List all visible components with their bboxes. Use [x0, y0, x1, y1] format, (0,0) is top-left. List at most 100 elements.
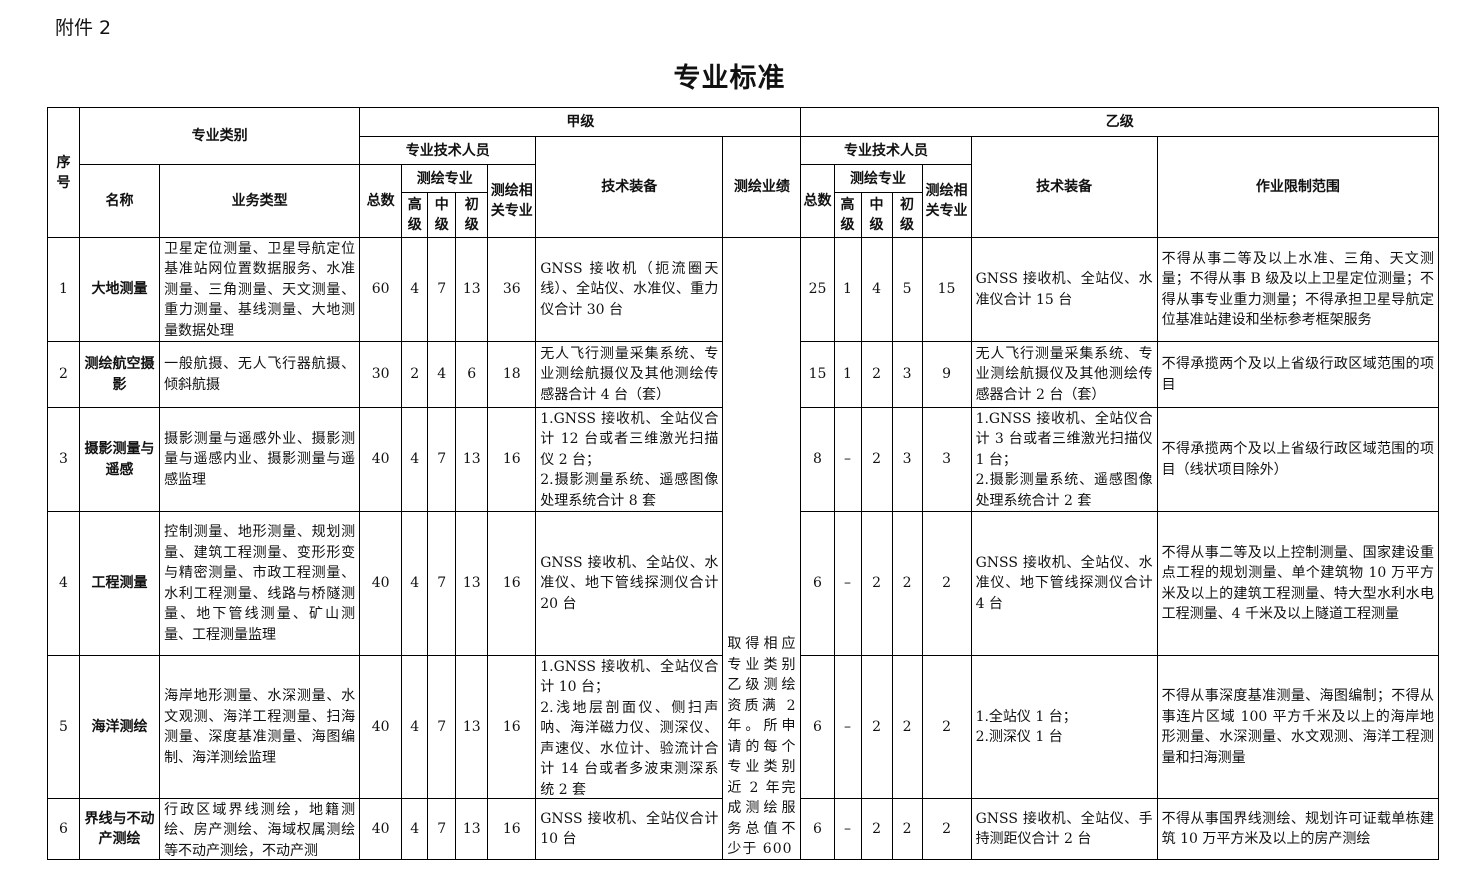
standards-table: 序号 专业类别 甲级 乙级 专业技术人员 技术装备 测绘业绩 专业技术人员 技术…: [46, 107, 1440, 860]
a-total-text: 40: [371, 575, 390, 592]
table-row: 6 界线与不动产测绘 行政区域界线测绘，地籍测绘、房产测绘、海域权属测绘等不动产测绘…: [46, 798, 1440, 860]
b-rel-text: 9: [942, 366, 952, 383]
cell-b-rel: 2: [921, 511, 972, 656]
b-mid-text: 2: [872, 820, 881, 837]
b-mid-text: 2: [872, 366, 881, 383]
a-equip-text: GNSS 接收机、全站仪合计 10 台: [540, 810, 719, 848]
cell-a-total: 60: [359, 237, 403, 342]
header-b-junior: 初级: [891, 192, 923, 238]
cell-b-low: 2: [891, 798, 923, 860]
a-total-text: 40: [371, 718, 390, 735]
b-mid-text: 4: [872, 281, 881, 298]
a-equip-text: 1.GNSS 接收机、全站仪合计 12 台或者三维激光扫描仪 2 台； 2.摄影…: [540, 410, 719, 509]
cell-a-mid: 7: [427, 407, 457, 512]
cell-b-rel: 9: [921, 341, 972, 408]
b-equip-text: 1.GNSS 接收机、全站仪合计 3 台或者三维激光扫描仪 1 台； 2.摄影测…: [975, 410, 1153, 509]
header-category: 专业类别: [79, 107, 361, 165]
b-rel-text: 2: [942, 718, 952, 735]
b-mid-text: 2: [872, 451, 881, 468]
header-a-staff: 专业技术人员: [359, 136, 537, 165]
a-mid-text: 4: [437, 366, 447, 383]
a-rel-text: 16: [502, 451, 521, 468]
cell-b-mid: 2: [860, 798, 893, 860]
business-text: 卫星定位测量、卫星导航定位基准站网位置数据服务、水准测量、三角测量、天文测量、重…: [164, 240, 356, 339]
b-rel-text: 3: [942, 451, 952, 468]
cell-business: 卫星定位测量、卫星导航定位基准站网位置数据服务、水准测量、三角测量、天文测量、重…: [159, 237, 361, 342]
cell-b-equip: GNSS 接收机、全站仪、水准仪、地下管线探测仪合计 4 台: [970, 511, 1158, 656]
cell-name: 界线与不动产测绘: [79, 798, 161, 860]
cell-a-equip: GNSS 接收机、全站仪合计 10 台: [535, 798, 724, 860]
header-a-performance: 测绘业绩: [722, 136, 802, 238]
b-equip-text: GNSS 接收机、全站仪、水准仪合计 15 台: [975, 271, 1153, 308]
a-equip-text: GNSS 接收机（扼流圈天线）、全站仪、水准仪、重力仪合计 30 台: [540, 260, 719, 318]
cell-a-total: 40: [359, 655, 403, 799]
a-equip-text: 无人飞行测量采集系统、专业测绘航摄仪及其他测绘传感器合计 4 台（套）: [540, 345, 719, 403]
a-total-text: 40: [371, 820, 390, 837]
b-total-text: 15: [808, 366, 827, 383]
header-business: 业务类型: [159, 164, 361, 238]
a-low-text: 13: [462, 451, 481, 468]
b-high-text: 1: [843, 366, 852, 383]
cell-b-equip: GNSS 接收机、全站仪、手持测距仪合计 2 台: [970, 798, 1158, 860]
attachment-label: 附件 2: [55, 17, 112, 39]
b-equip-text: 无人飞行测量采集系统、专业测绘航摄仪及其他测绘传感器合计 2 台（套）: [975, 345, 1153, 403]
cell-b-low: 5: [891, 237, 923, 342]
cell-b-equip: 1.全站仪 1 台； 2.测深仪 1 台: [970, 655, 1158, 799]
b-total-text: 25: [808, 281, 827, 298]
cell-a-total: 40: [359, 511, 403, 656]
b-low-text: 3: [902, 366, 912, 383]
cell-seq: 2: [46, 341, 81, 408]
cell-scope: 不得从事深度基准测量、海图编制；不得从事连片区域 100 平方千米及以上的海岸地…: [1156, 655, 1440, 799]
a-rel-text: 16: [502, 718, 521, 735]
performance-text: 取得相应专业类别乙级测绘资质满 2 年。所申请的每个专业类别近 2 年完成测绘服…: [727, 636, 797, 857]
a-low-text: 13: [462, 718, 481, 735]
cell-a-mid: 7: [427, 798, 457, 860]
cell-b-rel: 15: [921, 237, 972, 342]
cell-a-low: 6: [455, 341, 489, 408]
cell-b-mid: 2: [860, 655, 893, 799]
b-equip-text: GNSS 接收机、全站仪、水准仪、地下管线探测仪合计 4 台: [975, 554, 1153, 612]
cell-name: 大地测量: [79, 237, 161, 342]
cell-a-equip: GNSS 接收机（扼流圈天线）、全站仪、水准仪、重力仪合计 30 台: [535, 237, 724, 342]
seq-text: 3: [59, 451, 68, 468]
a-mid-text: 7: [437, 281, 447, 298]
b-mid-text: 2: [872, 575, 881, 592]
b-total-text: 6: [813, 718, 822, 735]
cell-b-high: –: [833, 511, 862, 656]
cell-b-equip: GNSS 接收机、全站仪、水准仪合计 15 台: [970, 237, 1158, 342]
cell-b-equip: 无人飞行测量采集系统、专业测绘航摄仪及其他测绘传感器合计 2 台（套）: [970, 341, 1158, 408]
business-text: 一般航摄、无人飞行器航摄、倾斜航摄: [164, 356, 356, 393]
cell-b-low: 2: [891, 655, 923, 799]
a-mid-text: 7: [437, 575, 447, 592]
cell-scope: 不得从事国界线测绘、规划许可证载单栋建筑 10 万平方米及以上的房产测绘: [1156, 798, 1440, 860]
name-text: 海洋测绘: [91, 718, 148, 735]
scope-text: 不得承揽两个及以上省级行政区域范围的项目: [1161, 356, 1434, 393]
a-low-text: 13: [462, 820, 481, 837]
b-rel-text: 2: [942, 575, 952, 592]
cell-b-total: 6: [800, 798, 835, 860]
cell-business: 摄影测量与遥感外业、摄影测量与遥感内业、摄影测量与遥感监理: [159, 407, 361, 512]
cell-name: 摄影测量与遥感: [79, 407, 161, 512]
a-mid-text: 7: [437, 451, 447, 468]
scope-text: 不得从事深度基准测量、海图编制；不得从事连片区域 100 平方千米及以上的海岸地…: [1161, 688, 1434, 766]
cell-b-equip: 1.GNSS 接收机、全站仪合计 3 台或者三维激光扫描仪 1 台； 2.摄影测…: [970, 407, 1158, 512]
header-b-surveying: 测绘专业: [833, 164, 923, 193]
cell-b-mid: 2: [860, 407, 893, 512]
cell-a-low: 13: [455, 798, 489, 860]
cell-a-mid: 7: [427, 237, 457, 342]
a-rel-text: 36: [502, 281, 521, 298]
seq-text: 1: [59, 281, 68, 298]
cell-a-mid: 7: [427, 511, 457, 656]
page-title: 专业标准: [673, 63, 786, 94]
header-a-middle: 中级: [427, 192, 457, 238]
cell-a-equip: 1.GNSS 接收机、全站仪合计 10 台； 2.浅地层剖面仪、侧扫声呐、海洋磁…: [535, 655, 724, 799]
header-grade-a: 甲级: [359, 107, 802, 137]
header-b-staff: 专业技术人员: [800, 136, 972, 165]
header-b-related: 测绘相关专业: [921, 164, 972, 238]
cell-b-rel: 3: [921, 407, 972, 512]
b-low-text: 3: [902, 451, 912, 468]
cell-b-low: 3: [891, 407, 923, 512]
cell-a-low: 13: [455, 237, 489, 342]
cell-a-high: 2: [401, 341, 429, 408]
cell-name: 测绘航空摄影: [79, 341, 161, 408]
